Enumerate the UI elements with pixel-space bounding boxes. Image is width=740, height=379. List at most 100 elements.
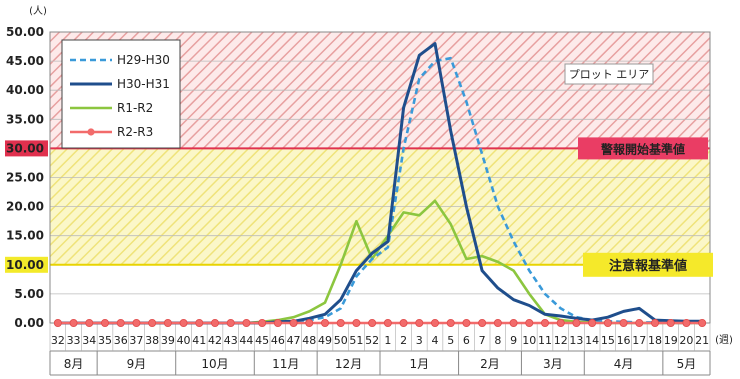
y-tick-label: 15.00 xyxy=(6,229,44,243)
caution-label-box xyxy=(583,252,713,277)
x-axis: 32 33 34 35 36 37 38 39 40 41 42 43 44 45 46 47 48 49 50 51… xyxy=(49,323,733,376)
week-tick-label: 4 xyxy=(432,334,439,347)
series-point-R2-R3 xyxy=(258,318,267,327)
series-point-R2-R3 xyxy=(289,318,298,327)
series-point-R2-R3 xyxy=(210,318,219,327)
series-point-R2-R3 xyxy=(53,318,62,327)
caution-tick-bg xyxy=(5,256,48,273)
warning-label-box xyxy=(578,137,708,160)
y-tick-label: 35.00 xyxy=(6,112,44,126)
y-tick-label: 10.00 xyxy=(6,258,44,272)
series-point-R2-R3 xyxy=(525,318,534,327)
series-point-R2-R3 xyxy=(415,318,424,327)
month-label: 12月 xyxy=(335,357,362,371)
y-tick-label: 45.00 xyxy=(6,54,44,68)
x-unit-label: (週) xyxy=(715,334,733,346)
week-tick-label: 17 xyxy=(632,334,646,347)
series-point-R2-R3 xyxy=(336,318,345,327)
week-tick-label: 34 xyxy=(82,334,96,347)
series-point-R2-R3 xyxy=(541,318,550,327)
week-tick-label: 36 xyxy=(114,334,128,347)
week-tick-label: 5 xyxy=(447,334,454,347)
week-tick-label: 16 xyxy=(617,334,631,347)
series-point-R2-R3 xyxy=(226,318,235,327)
month-label: 2月 xyxy=(480,357,500,371)
week-tick-label: 6 xyxy=(463,334,470,347)
month-label: 3月 xyxy=(543,357,563,371)
series-point-R2-R3 xyxy=(368,318,377,327)
y-tick-label: 20.00 xyxy=(6,200,44,214)
week-tick-label: 41 xyxy=(192,334,206,347)
series-point-R2-R3 xyxy=(603,318,612,327)
week-tick-label: 20 xyxy=(679,334,693,347)
week-tick-label: 21 xyxy=(695,334,709,347)
series-point-R2-R3 xyxy=(462,318,471,327)
week-tick-label: 45 xyxy=(255,334,269,347)
week-tick-label: 13 xyxy=(569,334,583,347)
week-tick-label: 42 xyxy=(208,334,222,347)
series-point-R2-R3 xyxy=(651,318,660,327)
series-point-R2-R3 xyxy=(273,318,282,327)
week-tick-label: 44 xyxy=(239,334,253,347)
series-point-R2-R3 xyxy=(101,318,110,327)
month-label: 10月 xyxy=(201,357,228,371)
week-tick-label: 38 xyxy=(145,334,159,347)
y-axis: 0.00 5.00 10.00 15.00 20.00 25.00 30.00 35.00 40… xyxy=(5,5,48,330)
week-tick-label: 49 xyxy=(318,334,332,347)
week-tick-label: 19 xyxy=(664,334,678,347)
week-tick-label: 47 xyxy=(287,334,301,347)
plot-area-tag-box xyxy=(564,63,654,85)
month-label: 8月 xyxy=(64,357,84,371)
series-point-R2-R3 xyxy=(195,318,204,327)
week-tick-label: 10 xyxy=(522,334,536,347)
week-tick-label: 2 xyxy=(400,334,407,347)
y-tick-label: 5.00 xyxy=(14,287,44,301)
series-point-R2-R3 xyxy=(163,318,172,327)
series-point-R2-R3 xyxy=(85,318,94,327)
legend: H29-H30 H30-H31 R1-R2 R2-R3 xyxy=(61,39,181,149)
week-tick-label: 14 xyxy=(585,334,599,347)
legend-box xyxy=(61,39,181,149)
y-tick-label: 40.00 xyxy=(6,83,44,97)
week-tick-label: 7 xyxy=(479,334,486,347)
y-tick-label: 50.00 xyxy=(6,25,44,39)
week-tick-label: 39 xyxy=(161,334,175,347)
series-point-R2-R3 xyxy=(572,318,581,327)
series-lines xyxy=(53,42,707,327)
series-point-R2-R3 xyxy=(116,318,125,327)
week-tick-label: 40 xyxy=(177,334,191,347)
week-tick-label: 3 xyxy=(416,334,423,347)
y-tick-label: 30.00 xyxy=(6,141,44,155)
series-line-H29-H30 xyxy=(57,56,703,325)
warning-label: 警報開始基準値 xyxy=(600,141,685,156)
warning-tick-bg xyxy=(5,140,48,157)
series-point-R2-R3 xyxy=(619,318,628,327)
week-tick-label: 46 xyxy=(271,334,285,347)
week-tick-label: 37 xyxy=(129,334,143,347)
month-label: 9月 xyxy=(127,357,147,371)
month-label: 4月 xyxy=(614,357,634,371)
week-tick-label: 33 xyxy=(67,334,81,347)
week-tick-label: 50 xyxy=(334,334,348,347)
y-tick-label: 25.00 xyxy=(6,171,44,185)
y-unit-label: (人) xyxy=(29,5,47,17)
month-label: 11月 xyxy=(272,357,299,371)
legend-label-H30-H31: H30-H31 xyxy=(117,77,170,91)
series-point-R2-R3 xyxy=(179,318,188,327)
week-tick-label: 52 xyxy=(365,334,379,347)
series-point-R2-R3 xyxy=(69,318,78,327)
series-point-R2-R3 xyxy=(320,318,329,327)
series-point-R2-R3 xyxy=(305,318,314,327)
y-tick-label: 0.00 xyxy=(14,316,44,330)
series-point-R2-R3 xyxy=(430,318,439,327)
series-point-R2-R3 xyxy=(509,318,518,327)
series-point-R2-R3 xyxy=(446,318,455,327)
caution-label: 注意報基準値 xyxy=(609,258,687,274)
series-point-R2-R3 xyxy=(132,318,141,327)
week-tick-label: 43 xyxy=(224,334,238,347)
week-tick-label: 8 xyxy=(494,334,501,347)
series-point-R2-R3 xyxy=(635,318,644,327)
week-tick-label: 12 xyxy=(554,334,568,347)
series-point-R2-R3 xyxy=(478,318,487,327)
